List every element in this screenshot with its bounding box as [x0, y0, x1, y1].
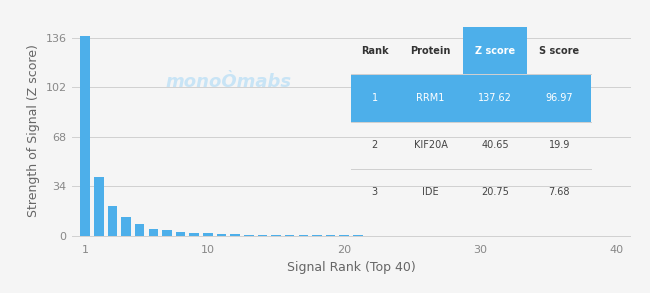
Bar [108, 206, 117, 236]
Point [81, 233, 88, 237]
Text: 137.62: 137.62 [478, 93, 512, 103]
Point [74, 233, 82, 237]
Point [74, 233, 82, 237]
X-axis label: Signal Rank (Top 40): Signal Rank (Top 40) [287, 261, 415, 274]
Text: 19.9: 19.9 [549, 140, 570, 150]
Point [81, 233, 88, 237]
Text: 7.68: 7.68 [549, 188, 570, 197]
Point [81, 234, 88, 237]
Bar [81, 36, 90, 236]
Bar [463, 27, 527, 74]
Text: 40.65: 40.65 [481, 140, 509, 150]
Text: S score: S score [539, 46, 579, 56]
Point [81, 233, 88, 236]
Bar [351, 74, 398, 122]
Point [74, 233, 82, 236]
Bar [257, 235, 267, 236]
Point [81, 233, 88, 237]
Bar [162, 230, 172, 236]
Text: 3: 3 [372, 188, 378, 197]
Point [81, 234, 88, 237]
Bar [230, 234, 240, 236]
Point [74, 233, 82, 236]
Point [74, 234, 82, 237]
Bar [312, 235, 322, 236]
Bar [298, 235, 308, 236]
Bar [271, 235, 281, 236]
Bar [527, 74, 592, 122]
Point [74, 234, 82, 237]
Bar [216, 234, 226, 236]
Bar [285, 235, 294, 236]
Bar [463, 74, 527, 122]
Point [81, 233, 88, 236]
Point [81, 233, 88, 236]
Text: Protein: Protein [410, 46, 451, 56]
Point [81, 233, 88, 236]
Y-axis label: Strength of Signal (Z score): Strength of Signal (Z score) [27, 44, 40, 217]
Point [74, 233, 82, 237]
Text: Rank: Rank [361, 46, 389, 56]
Text: Z score: Z score [475, 46, 515, 56]
Point [81, 233, 88, 237]
Point [74, 233, 82, 237]
Bar [326, 235, 335, 236]
Text: KIF20A: KIF20A [413, 140, 448, 150]
Bar [176, 232, 185, 236]
Text: 20.75: 20.75 [481, 188, 509, 197]
Bar [203, 234, 213, 236]
Bar [122, 217, 131, 236]
Text: RRM1: RRM1 [417, 93, 445, 103]
Text: 96.97: 96.97 [545, 93, 573, 103]
Point [81, 234, 88, 237]
Bar [398, 74, 463, 122]
Bar [94, 177, 103, 236]
Point [81, 234, 88, 237]
Point [74, 234, 82, 237]
Bar [149, 229, 158, 236]
Point [74, 233, 82, 236]
Bar [189, 233, 199, 236]
Text: 1: 1 [372, 93, 378, 103]
Bar [244, 235, 254, 236]
Point [74, 233, 82, 236]
Bar [135, 224, 144, 236]
Text: monoÒmabs: monoÒmabs [165, 73, 291, 91]
Text: IDE: IDE [422, 188, 439, 197]
Text: 2: 2 [372, 140, 378, 150]
Point [74, 234, 82, 237]
